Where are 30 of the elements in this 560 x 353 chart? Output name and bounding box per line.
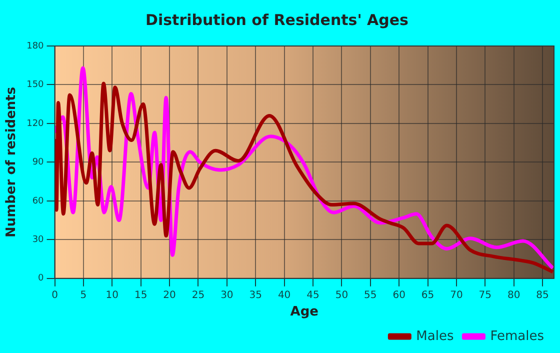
x-tick-label: 60	[392, 290, 406, 301]
x-tick-label: 85	[536, 290, 549, 301]
x-tick-label: 15	[134, 290, 148, 301]
y-tick-label: 90	[32, 158, 44, 168]
y-tick-label: 120	[26, 118, 44, 129]
x-tick-label: 80	[507, 290, 520, 301]
y-tick-label: 30	[32, 235, 44, 246]
x-tick-label: 45	[306, 290, 320, 301]
x-tick-label: 5	[80, 290, 87, 301]
legend-label: Females	[490, 328, 544, 344]
x-tick-label: 40	[278, 290, 291, 301]
y-tick-label: 180	[26, 41, 44, 52]
y-tick-label: 60	[32, 196, 44, 206]
y-axis-title: Number of residents	[4, 86, 20, 238]
y-tick-label: 0	[38, 274, 44, 284]
x-tick-label: 0	[52, 290, 58, 301]
x-tick-label: 65	[421, 290, 434, 301]
x-axis-title: Age	[290, 304, 319, 320]
legend-label: Males	[416, 328, 454, 344]
x-tick-label: 10	[106, 290, 119, 301]
chart-title: Distribution of Residents' Ages	[146, 10, 409, 29]
x-tick-label: 20	[163, 290, 176, 301]
x-tick-label: 35	[249, 290, 262, 301]
x-tick-label: 70	[450, 290, 463, 301]
x-tick-label: 50	[335, 290, 348, 301]
y-tick-label: 150	[26, 80, 44, 90]
x-tick-label: 55	[364, 290, 377, 301]
x-tick-label: 30	[220, 290, 234, 301]
x-tick-label: 75	[478, 290, 492, 301]
x-tick-label: 25	[192, 290, 205, 301]
